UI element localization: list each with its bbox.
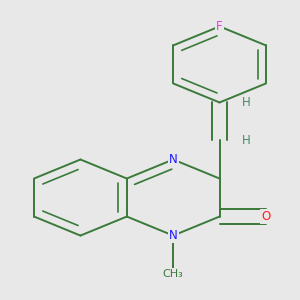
Text: CH₃: CH₃ bbox=[163, 268, 184, 279]
Text: H: H bbox=[242, 134, 251, 147]
Text: H: H bbox=[242, 96, 251, 109]
Text: F: F bbox=[216, 20, 223, 33]
Text: O: O bbox=[261, 210, 271, 223]
Text: N: N bbox=[169, 229, 178, 242]
Text: N: N bbox=[169, 153, 178, 166]
